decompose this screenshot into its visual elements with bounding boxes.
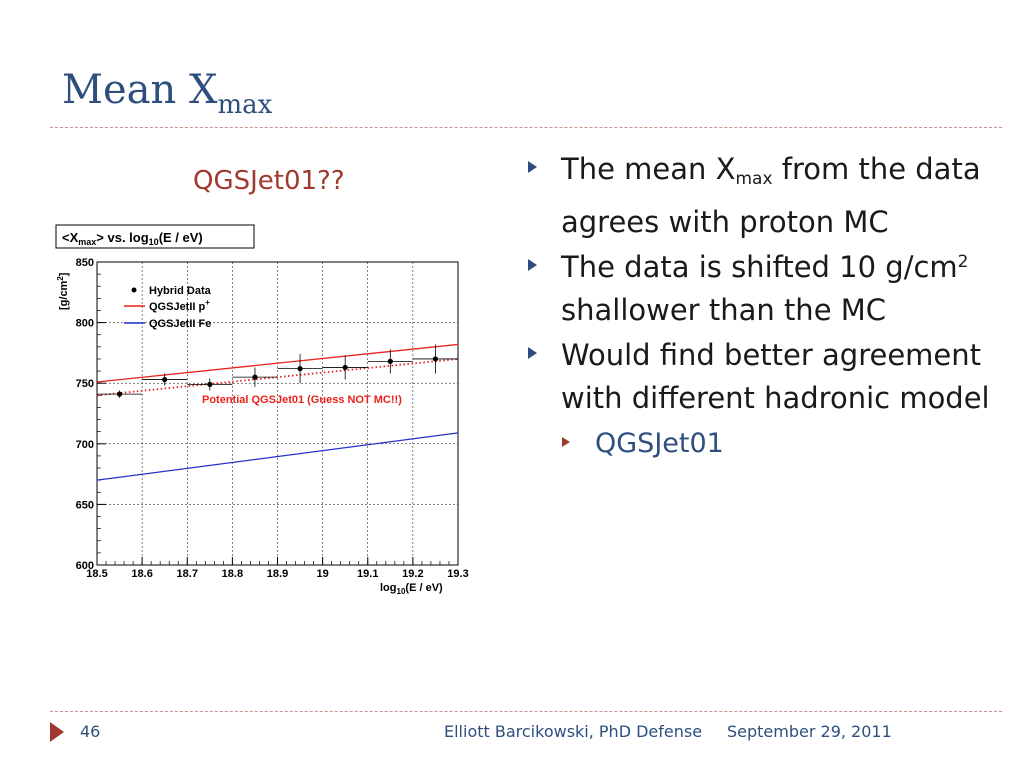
bullet-text: QGSJet01 <box>595 428 724 459</box>
bullet-arrow-icon <box>528 347 537 359</box>
x-tick-label: 18.7 <box>177 568 198 580</box>
x-axis-label: log10(E / eV) <box>380 582 443 596</box>
title-main: Mean X <box>62 67 218 113</box>
x-tick-label: 19.2 <box>402 568 423 580</box>
bullet-list: The mean Xmax from the data agrees with … <box>528 148 1008 467</box>
chart-title-box <box>55 224 255 249</box>
x-tick-label: 19.3 <box>447 568 468 580</box>
data-point <box>297 366 303 372</box>
page-number: 46 <box>80 722 101 741</box>
bullet-text: from the data agrees with proton MC <box>561 152 981 239</box>
bullet-text: The mean X <box>561 152 736 186</box>
data-point <box>162 376 168 383</box>
footer-arrow-icon <box>50 722 64 742</box>
legend-label-iron: QGSJetII Fe <box>149 318 211 330</box>
sub-bullet-arrow-icon <box>562 437 570 447</box>
legend-marker-hybrid <box>131 287 137 293</box>
bullet-text: The data is shifted 10 g/cm <box>561 250 958 284</box>
data-point <box>432 356 439 362</box>
bullet-arrow-icon <box>528 161 537 173</box>
title-subscript: max <box>217 90 273 120</box>
footer-divider <box>50 711 1002 712</box>
footer-author: Elliott Barcikowski, PhD Defense <box>444 722 703 741</box>
x-tick-label: 18.8 <box>222 568 243 580</box>
proton-model-line <box>96 343 459 383</box>
y-tick-label: 600 <box>76 560 94 572</box>
xmax-chart-svg: <Xmax> vs. log10(E / eV) [g/cm2] 18.5 18.… <box>55 224 469 596</box>
y-tick-label: 700 <box>76 439 94 451</box>
bullet-text: Would find better agreement with differe… <box>561 338 990 415</box>
x-tick-label: 18.6 <box>131 568 152 580</box>
y-tick-label: 800 <box>76 318 94 330</box>
bullet-mean-xmax: The mean Xmax from the data agrees with … <box>528 148 1008 244</box>
data-point <box>387 358 393 364</box>
bullet-subscript: max <box>735 169 773 189</box>
axis-ticks: 18.5 18.6 18.7 18.8 18.9 19 19.1 19.2 19.3 600 650… <box>76 257 469 580</box>
title-divider <box>50 127 1002 128</box>
x-tick-label: 18.5 <box>86 568 107 580</box>
slide-title: Mean Xmax <box>62 70 272 118</box>
x-tick-label: 19 <box>317 568 329 580</box>
bullet-superscript: 2 <box>957 252 969 272</box>
y-tick-label: 650 <box>76 499 94 511</box>
x-tick-label: 19.1 <box>357 568 378 580</box>
bullet-text: shallower than the MC <box>561 293 887 327</box>
data-points <box>97 344 458 398</box>
legend-label-proton: QGSJetII p+ <box>149 298 210 313</box>
iron-model-line <box>96 432 459 481</box>
legend-label-hybrid: Hybrid Data <box>149 285 212 297</box>
sub-bullet-qgsjet01: QGSJet01 <box>562 422 1008 465</box>
footer-date: September 29, 2011 <box>727 722 892 741</box>
data-point <box>252 374 258 380</box>
data-point <box>207 381 213 388</box>
x-tick-label: 18.9 <box>267 568 288 580</box>
bullet-shift: The data is shifted 10 g/cm2 shallower t… <box>528 246 1008 332</box>
y-tick-label: 850 <box>76 257 94 269</box>
data-point <box>342 364 348 371</box>
y-tick-label: 750 <box>76 378 94 390</box>
xmax-plot: <Xmax> vs. log10(E / eV) [g/cm2] 18.5 18.… <box>52 220 472 609</box>
data-point <box>116 391 123 397</box>
qgsjet01-annotation: Potential QGSJet01 (Guess NOT MC!!) <box>202 394 402 406</box>
chart-caption: QGSJet01?? <box>193 166 345 196</box>
chart-legend: Hybrid Data QGSJetII p+ QGSJetII Fe <box>124 285 212 330</box>
y-axis-label: [g/cm2] <box>56 272 70 310</box>
chart-title: <Xmax> vs. log10(E / eV) <box>62 230 203 247</box>
bullet-arrow-icon <box>528 259 537 271</box>
bullet-better-agreement: Would find better agreement with differe… <box>528 334 1008 420</box>
